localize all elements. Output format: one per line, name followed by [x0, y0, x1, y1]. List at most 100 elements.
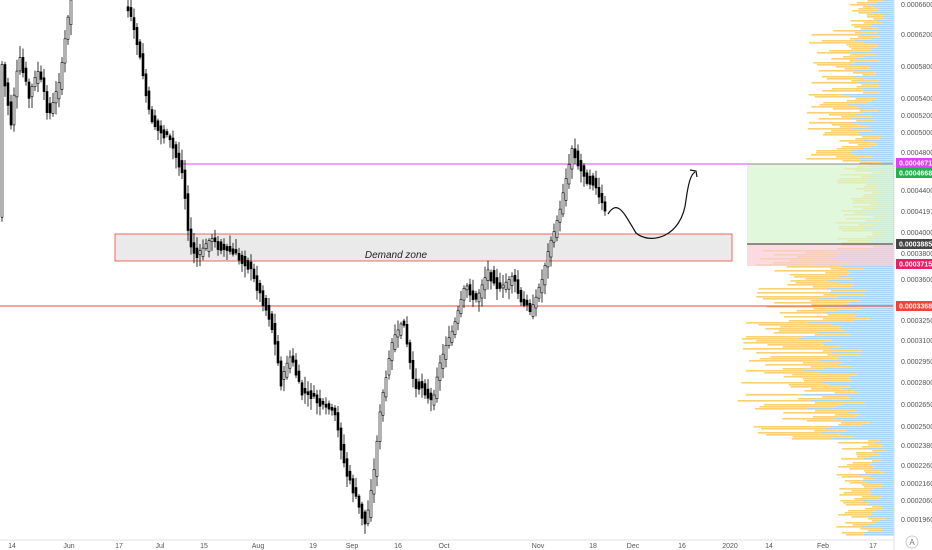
volume-bar-down	[860, 350, 894, 352]
volume-bar-up	[857, 144, 878, 146]
volume-bar-down	[851, 278, 894, 280]
candle	[384, 370, 388, 402]
volume-bar-up	[862, 92, 879, 94]
candle	[36, 61, 40, 93]
volume-bar-up	[806, 158, 860, 160]
volume-bar-up	[841, 458, 864, 460]
volume-bar-up	[756, 352, 832, 354]
volume-bar-down	[834, 406, 894, 408]
candle	[495, 268, 499, 300]
volume-bar-up	[807, 128, 851, 130]
volume-bar-down	[879, 36, 894, 38]
volume-bar-down	[849, 302, 894, 304]
volume-bar-up	[814, 402, 865, 404]
candle	[438, 355, 442, 391]
volume-bar-down	[872, 488, 894, 490]
volume-bar-up	[765, 328, 841, 330]
volume-bar-down	[837, 296, 894, 298]
candle	[180, 149, 184, 180]
volume-bar-down	[867, 516, 894, 518]
volume-bar-up	[756, 340, 833, 342]
volume-bar-up	[865, 472, 884, 474]
volume-bar-down	[875, 522, 894, 524]
volume-bar-down	[853, 320, 894, 322]
volume-bar-down	[854, 154, 894, 156]
candle	[345, 452, 349, 487]
volume-bar-up	[841, 448, 868, 450]
volume-bar-down	[884, 18, 894, 20]
volume-bar-up	[759, 406, 835, 408]
candle	[402, 318, 406, 328]
volume-bar-up	[783, 412, 848, 414]
volume-bar-up	[762, 298, 820, 300]
date-tick-label: 14	[765, 543, 773, 550]
volume-bar-up	[812, 416, 856, 418]
candle	[15, 59, 19, 109]
candle	[597, 177, 601, 205]
volume-bar-up	[850, 20, 876, 22]
candle	[516, 270, 520, 300]
volume-bar-down	[850, 334, 894, 336]
volume-bar-up	[783, 376, 851, 378]
candle	[351, 474, 355, 503]
volume-bar-up	[764, 372, 819, 374]
volume-bar-down	[868, 66, 894, 68]
candle	[177, 142, 181, 176]
volume-bar-down	[862, 480, 894, 482]
volume-bar-down	[861, 88, 894, 90]
volume-bar-down	[866, 482, 894, 484]
volume-bar-down	[878, 498, 894, 500]
candle	[6, 77, 10, 116]
volume-bar-up	[804, 390, 855, 392]
volume-bar-up	[810, 366, 852, 368]
volume-bar-down	[880, 460, 894, 462]
candle	[348, 465, 352, 485]
volume-bar-up	[766, 306, 825, 308]
volume-bar-down	[863, 90, 894, 92]
candle	[51, 92, 55, 117]
volume-bar-up	[863, 478, 875, 480]
candle	[558, 200, 562, 232]
volume-bar-down	[827, 280, 894, 282]
price-tick-label: 0.0004197	[901, 209, 932, 216]
profit-target-zone	[747, 164, 893, 244]
volume-bar-up	[774, 270, 848, 272]
volume-bar-down	[880, 470, 894, 472]
volume-bar-down	[821, 342, 894, 344]
candle	[171, 130, 175, 160]
volume-bar-up	[834, 414, 860, 416]
volume-bar-down	[879, 138, 894, 140]
volume-bar-down	[875, 54, 894, 56]
candle	[279, 356, 283, 391]
candle	[126, 0, 130, 18]
volume-bar-down	[858, 474, 894, 476]
date-tick-label: Oct	[439, 543, 450, 550]
volume-bar-down	[881, 162, 894, 164]
volume-bar-up	[816, 152, 850, 154]
candle	[396, 320, 400, 348]
volume-bar-up	[850, 4, 868, 6]
volume-bar-up	[836, 474, 859, 476]
volume-bar-up	[868, 440, 880, 442]
candle	[183, 160, 187, 210]
price-tick-label: 0.0005400	[901, 96, 932, 103]
volume-bar-up	[741, 382, 822, 384]
volume-bar-down	[856, 106, 894, 108]
candle	[465, 283, 469, 298]
volume-bar-up	[814, 96, 851, 98]
candle	[165, 128, 169, 138]
volume-bar-up	[796, 310, 838, 312]
volume-bar-down	[859, 108, 894, 110]
candle	[303, 376, 307, 404]
price-tick-label: 0.0002650	[901, 402, 932, 409]
candle	[27, 78, 31, 109]
volume-bar-up	[861, 84, 878, 86]
candle	[324, 397, 328, 415]
candle	[243, 250, 247, 278]
volume-bar-down	[848, 396, 894, 398]
candle	[579, 153, 583, 183]
candle	[261, 285, 265, 312]
auto-scale-button[interactable]: A	[905, 535, 919, 549]
volume-bar-down	[828, 384, 894, 386]
